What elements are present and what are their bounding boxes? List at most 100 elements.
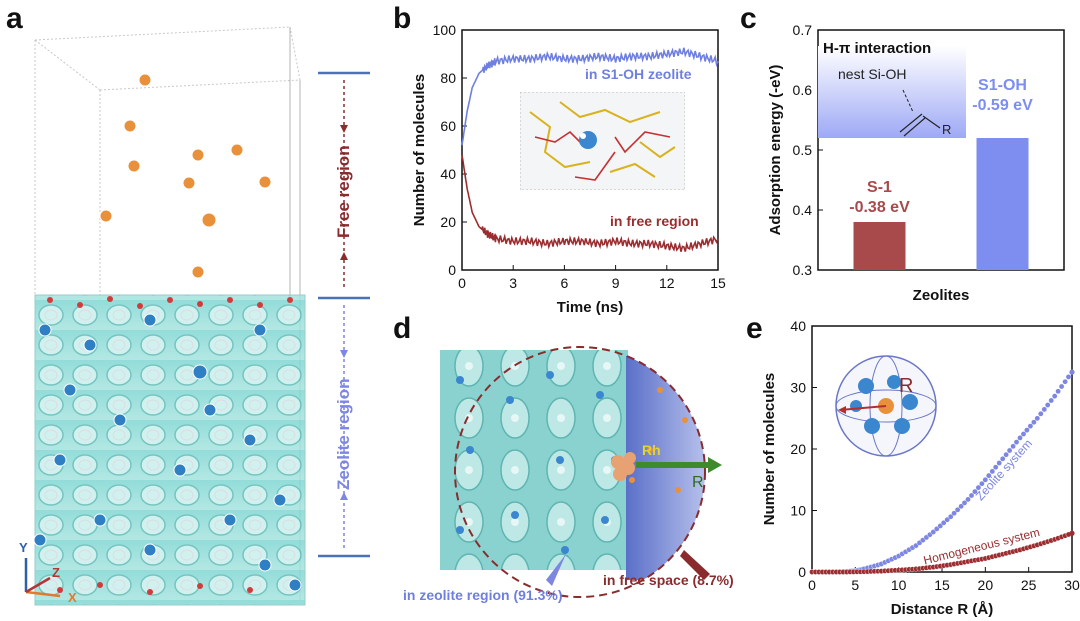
- panel-b-label: b: [393, 2, 412, 35]
- b-caption-zeolite: in S1-OH zeolite: [585, 66, 692, 82]
- series-label-zeolite: Zeolite system: [973, 436, 1035, 503]
- data-point: [1010, 443, 1016, 450]
- data-point: [992, 464, 999, 470]
- bar-data-label: -0.38 eV: [849, 199, 910, 216]
- data-point: [940, 519, 947, 526]
- data-point: [1048, 397, 1055, 404]
- y-tick-label: 100: [433, 22, 457, 38]
- panel-d-label: d: [393, 312, 412, 345]
- x-axis-label: Distance R (Å): [891, 601, 994, 618]
- x-axis-label: Zeolites: [913, 287, 970, 304]
- data-point: [954, 506, 961, 513]
- y-axis-label: Number of molecules: [761, 373, 778, 526]
- data-point: [975, 484, 982, 491]
- y-tick-label: 20: [440, 214, 456, 230]
- series-line-zeolite: [461, 47, 719, 146]
- data-point: [1020, 431, 1027, 437]
- bar-s-1: [853, 222, 906, 270]
- bar-category-label: S1-OH: [978, 77, 1027, 94]
- data-point: [951, 510, 957, 516]
- data-point: [999, 455, 1006, 462]
- y-tick-label: 0.4: [793, 202, 813, 218]
- data-point: [1003, 451, 1009, 458]
- data-point: [1024, 427, 1030, 433]
- y-tick-label: 40: [790, 318, 806, 334]
- data-point: [930, 529, 937, 535]
- panel-a-label: a: [6, 2, 23, 35]
- data-point: [968, 492, 975, 499]
- y-tick-label: 0.5: [793, 142, 813, 158]
- y-tick-label: 80: [440, 70, 456, 86]
- y-tick-label: 0: [448, 262, 456, 278]
- data-point: [972, 488, 978, 495]
- y-tick-label: 0.6: [793, 82, 813, 98]
- axis-y-label: Y: [19, 540, 28, 555]
- x-tick-label: 0: [458, 275, 466, 291]
- x-tick-label: 3: [509, 275, 517, 291]
- data-point: [989, 468, 996, 475]
- data-point: [1069, 530, 1075, 536]
- panel-b-chart: 0 3 6 9 12 15 0 20 40 60 80 100 Time (ns) Number of m…: [411, 22, 726, 316]
- data-point: [947, 513, 954, 520]
- y-tick-label: 40: [440, 166, 456, 182]
- data-point: [1062, 378, 1068, 385]
- x-tick-label: 0: [808, 577, 816, 593]
- x-tick-label: 15: [710, 275, 726, 291]
- c-inset-title: H-π interaction: [823, 40, 932, 57]
- b-caption-free: in free region: [610, 213, 699, 229]
- data-point: [1013, 439, 1020, 445]
- data-point: [1031, 419, 1037, 425]
- zeolite-region-label: Zeolite region: [328, 360, 362, 500]
- e-inset-sphere: [835, 355, 937, 457]
- axis-z-label: Z: [52, 565, 60, 580]
- data-point: [1027, 423, 1034, 429]
- y-tick-label: 60: [440, 118, 456, 134]
- e-inset-r-label: R: [899, 375, 914, 397]
- x-tick-label: 15: [934, 577, 950, 593]
- data-point: [1037, 411, 1044, 417]
- data-point: [958, 503, 964, 510]
- panel-d-diagram: [440, 346, 722, 598]
- x-tick-label: 30: [1064, 577, 1080, 593]
- data-point: [1069, 369, 1075, 375]
- d-free-caption: in free space (8.7%): [603, 572, 734, 588]
- y-tick-label: 0.7: [793, 22, 813, 38]
- panel-c-chart: 0.3 0.4 0.5 0.6 0.7 Zeolites Adsorption energy…: [767, 22, 1065, 304]
- x-tick-label: 9: [612, 275, 620, 291]
- y-axis-label: Adsorption energy (-eV): [767, 65, 784, 236]
- data-point: [982, 476, 989, 483]
- d-rh-label: Rh: [642, 442, 661, 458]
- panel-e-label: e: [746, 312, 763, 345]
- b-inset-structure: [520, 92, 685, 190]
- x-tick-label: 25: [1021, 577, 1037, 593]
- data-point: [1055, 388, 1061, 395]
- zeolite-region-text: Zeolite region: [334, 378, 353, 490]
- panel-e-chart: 0 5 10 15 20 25 30 0 10 20 30 40 Distance R (Å) Numbe…: [761, 318, 1080, 618]
- c-inset-molecule: [899, 89, 941, 137]
- bar-category-label: S-1: [867, 179, 892, 196]
- data-point: [961, 500, 968, 506]
- free-region-label: Free region: [328, 145, 362, 260]
- bar-s1-oh: [976, 138, 1029, 270]
- data-point: [1017, 435, 1023, 441]
- series-line-free: [461, 154, 719, 252]
- y-tick-label: 10: [790, 503, 806, 519]
- x-tick-label: 20: [978, 577, 994, 593]
- y-tick-label: 0.3: [793, 262, 813, 278]
- data-point: [1041, 406, 1048, 413]
- y-tick-label: 30: [790, 380, 806, 396]
- y-tick-label: 20: [790, 441, 806, 457]
- data-point: [996, 460, 1002, 466]
- c-inset-r: R: [942, 122, 952, 137]
- data-point: [1058, 383, 1065, 390]
- panel-a-simulation-box: [24, 26, 370, 606]
- x-tick-label: 12: [659, 275, 675, 291]
- data-point: [979, 480, 985, 487]
- x-tick-label: 6: [561, 275, 569, 291]
- bar-data-label: -0.59 eV: [972, 97, 1033, 114]
- data-point: [1051, 393, 1058, 399]
- y-tick-label: 0: [798, 564, 806, 580]
- x-axis-label: Time (ns): [557, 299, 623, 316]
- d-r-label: R: [692, 474, 704, 491]
- free-region-text: Free region: [334, 145, 353, 238]
